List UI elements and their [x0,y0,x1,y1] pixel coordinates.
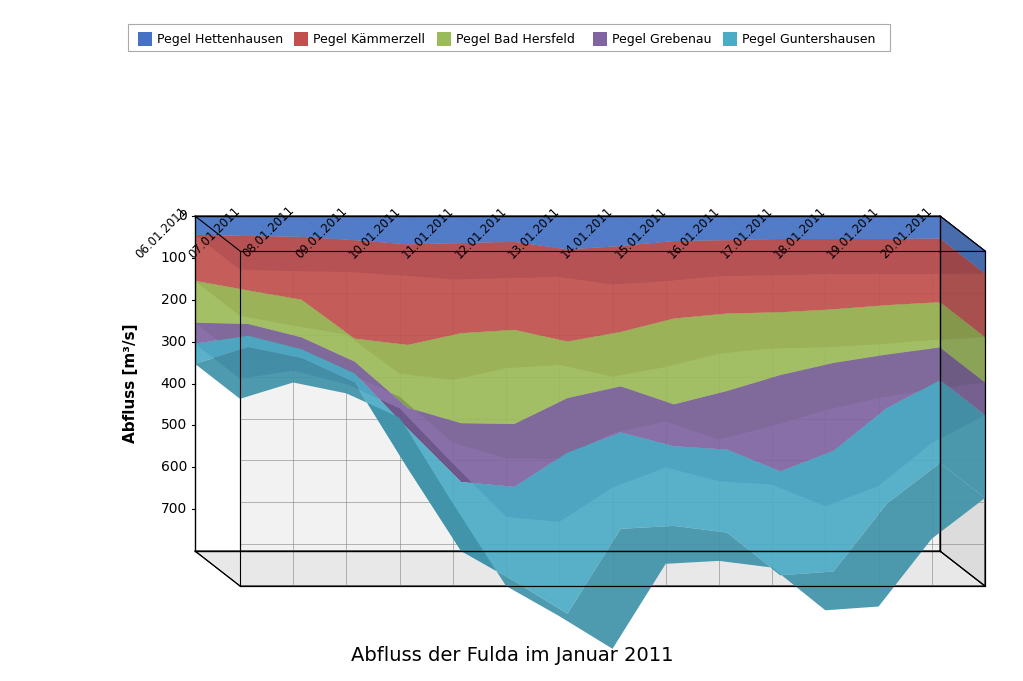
Polygon shape [195,336,985,522]
Polygon shape [240,251,985,586]
Polygon shape [195,216,985,251]
Polygon shape [195,347,985,649]
Bar [138,32,151,46]
Bar [294,32,308,46]
Polygon shape [195,551,985,586]
Text: 400: 400 [161,377,187,390]
Text: 12.01.2011: 12.01.2011 [452,204,509,261]
Text: 16.01.2011: 16.01.2011 [665,204,722,261]
Polygon shape [940,380,985,498]
Text: 17.01.2011: 17.01.2011 [718,204,775,261]
Bar [723,32,737,46]
Text: 13.01.2011: 13.01.2011 [505,204,563,261]
Text: Abfluss [m³/s]: Abfluss [m³/s] [123,323,137,443]
Bar [128,24,890,51]
Polygon shape [195,235,985,285]
Polygon shape [940,302,985,383]
Text: 14.01.2011: 14.01.2011 [559,204,616,261]
Text: 06.01.2011: 06.01.2011 [133,204,190,261]
Text: Pegel Hettenhausen: Pegel Hettenhausen [157,33,283,46]
Polygon shape [940,238,985,337]
Text: 600: 600 [161,460,187,474]
Polygon shape [195,281,985,380]
Polygon shape [195,235,940,345]
Text: Pegel Kämmerzell: Pegel Kämmerzell [313,33,425,46]
Text: Pegel Guntershausen: Pegel Guntershausen [742,33,875,46]
Text: Abfluss der Fulda im Januar 2011: Abfluss der Fulda im Januar 2011 [351,646,673,665]
Text: 200: 200 [161,293,187,306]
Text: 11.01.2011: 11.01.2011 [399,204,456,261]
Polygon shape [195,323,985,459]
Text: 15.01.2011: 15.01.2011 [613,204,669,261]
Polygon shape [195,336,940,614]
Polygon shape [195,216,940,249]
Polygon shape [940,216,985,274]
Text: 08.01.2011: 08.01.2011 [239,204,297,261]
Text: 20.01.2011: 20.01.2011 [879,204,935,261]
Text: Pegel Grebenau: Pegel Grebenau [612,33,711,46]
Text: 10.01.2011: 10.01.2011 [346,204,403,261]
Polygon shape [195,323,940,487]
Polygon shape [940,216,985,586]
Text: 0: 0 [178,209,187,223]
Text: Pegel Bad Hersfeld: Pegel Bad Hersfeld [456,33,575,46]
Polygon shape [195,281,940,424]
Text: 700: 700 [161,502,187,516]
Text: 300: 300 [161,334,187,349]
Bar [437,32,451,46]
Bar [592,32,607,46]
Text: 100: 100 [161,251,187,265]
Text: 500: 500 [161,418,187,432]
Polygon shape [940,347,985,415]
Text: 09.01.2011: 09.01.2011 [293,204,350,261]
Text: 07.01.2011: 07.01.2011 [186,204,243,261]
Text: 19.01.2011: 19.01.2011 [825,204,882,261]
Text: 18.01.2011: 18.01.2011 [772,204,829,261]
